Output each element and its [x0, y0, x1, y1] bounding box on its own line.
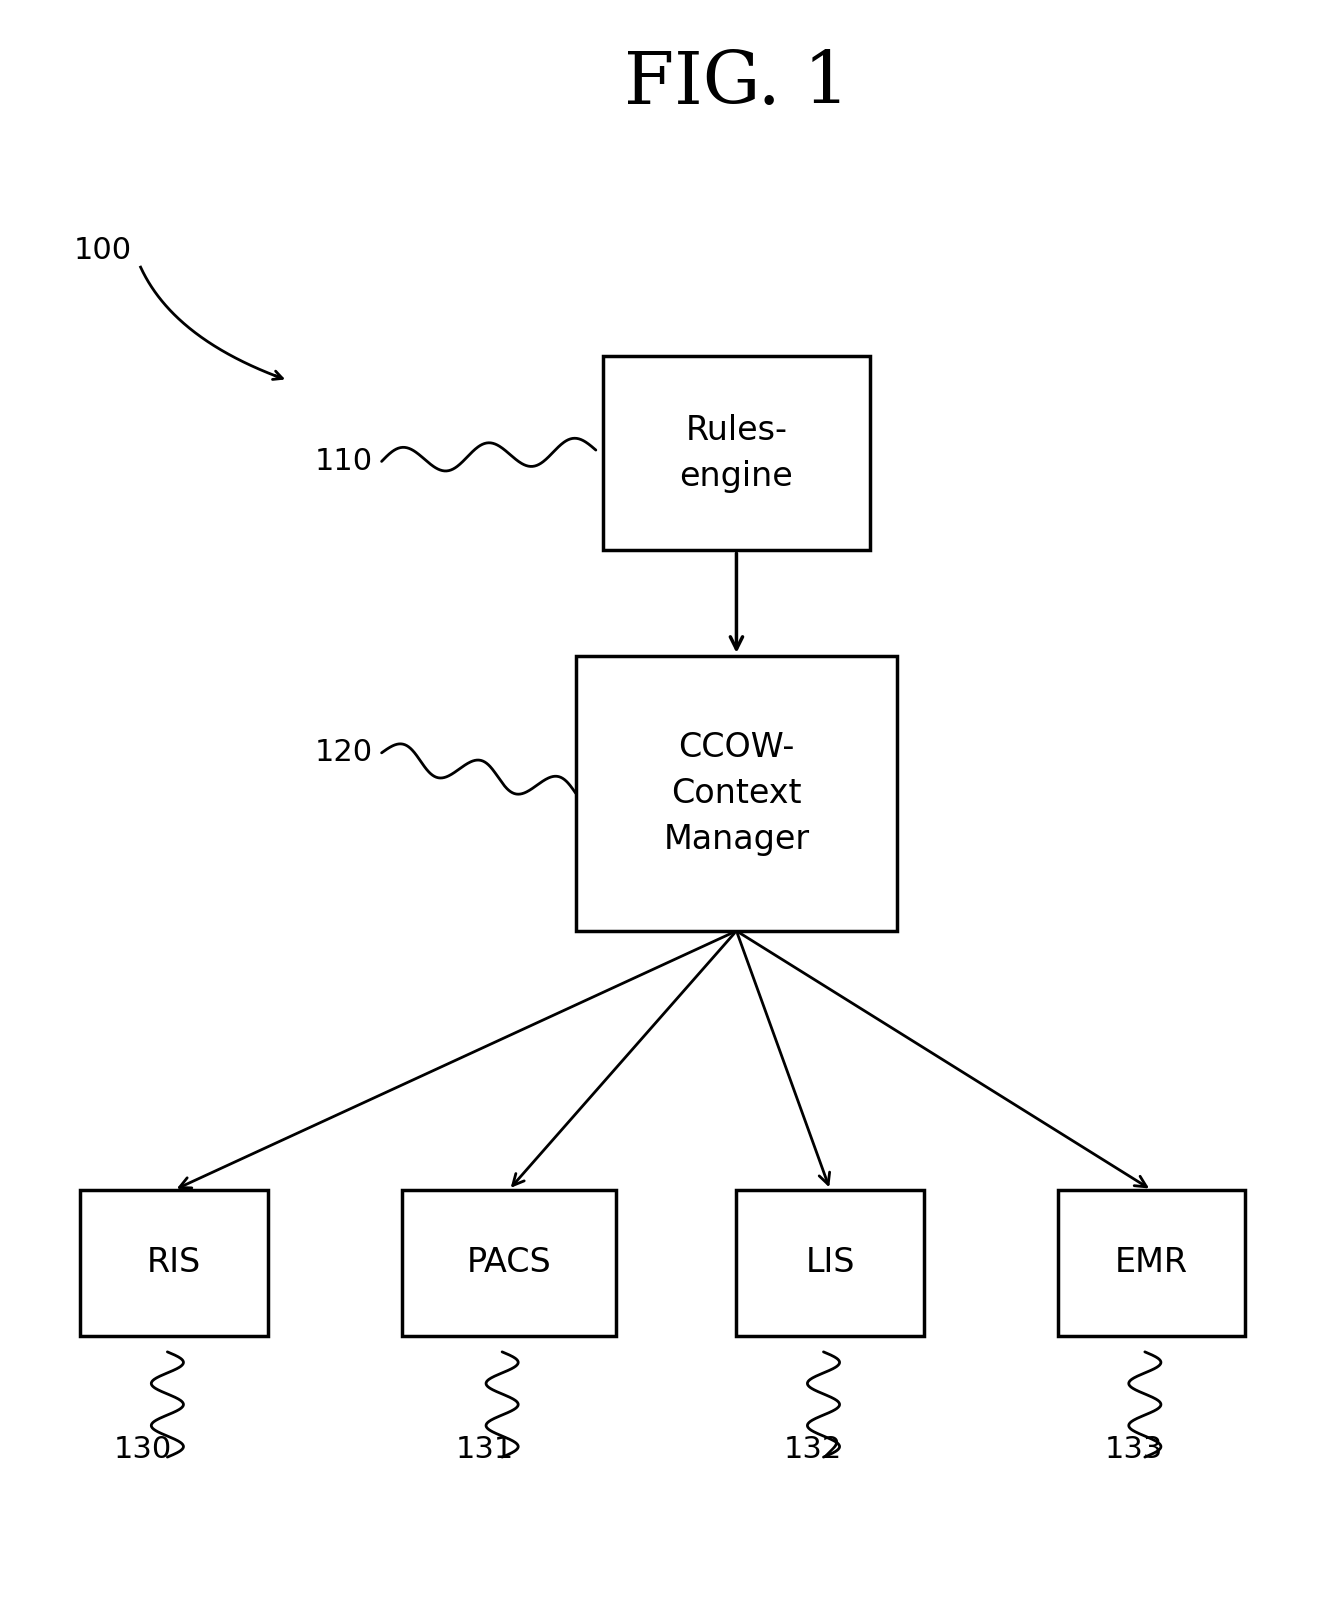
Text: PACS: PACS — [466, 1247, 552, 1279]
Text: LIS: LIS — [806, 1247, 854, 1279]
Text: 120: 120 — [315, 738, 372, 767]
Text: 132: 132 — [783, 1434, 842, 1464]
Text: Rules-
engine: Rules- engine — [680, 414, 793, 492]
Text: CCOW-
Context
Manager: CCOW- Context Manager — [663, 730, 810, 856]
Text: RIS: RIS — [147, 1247, 201, 1279]
Text: EMR: EMR — [1115, 1247, 1188, 1279]
Text: FIG. 1: FIG. 1 — [624, 49, 849, 120]
Bar — [402, 1190, 616, 1336]
Bar — [603, 356, 870, 550]
Text: 110: 110 — [315, 447, 372, 476]
Bar — [736, 1190, 924, 1336]
Bar — [576, 656, 897, 931]
Text: 100: 100 — [74, 236, 131, 266]
Bar — [1058, 1190, 1245, 1336]
Bar — [80, 1190, 268, 1336]
Text: 133: 133 — [1105, 1434, 1164, 1464]
Text: 130: 130 — [114, 1434, 173, 1464]
Text: 131: 131 — [455, 1434, 514, 1464]
